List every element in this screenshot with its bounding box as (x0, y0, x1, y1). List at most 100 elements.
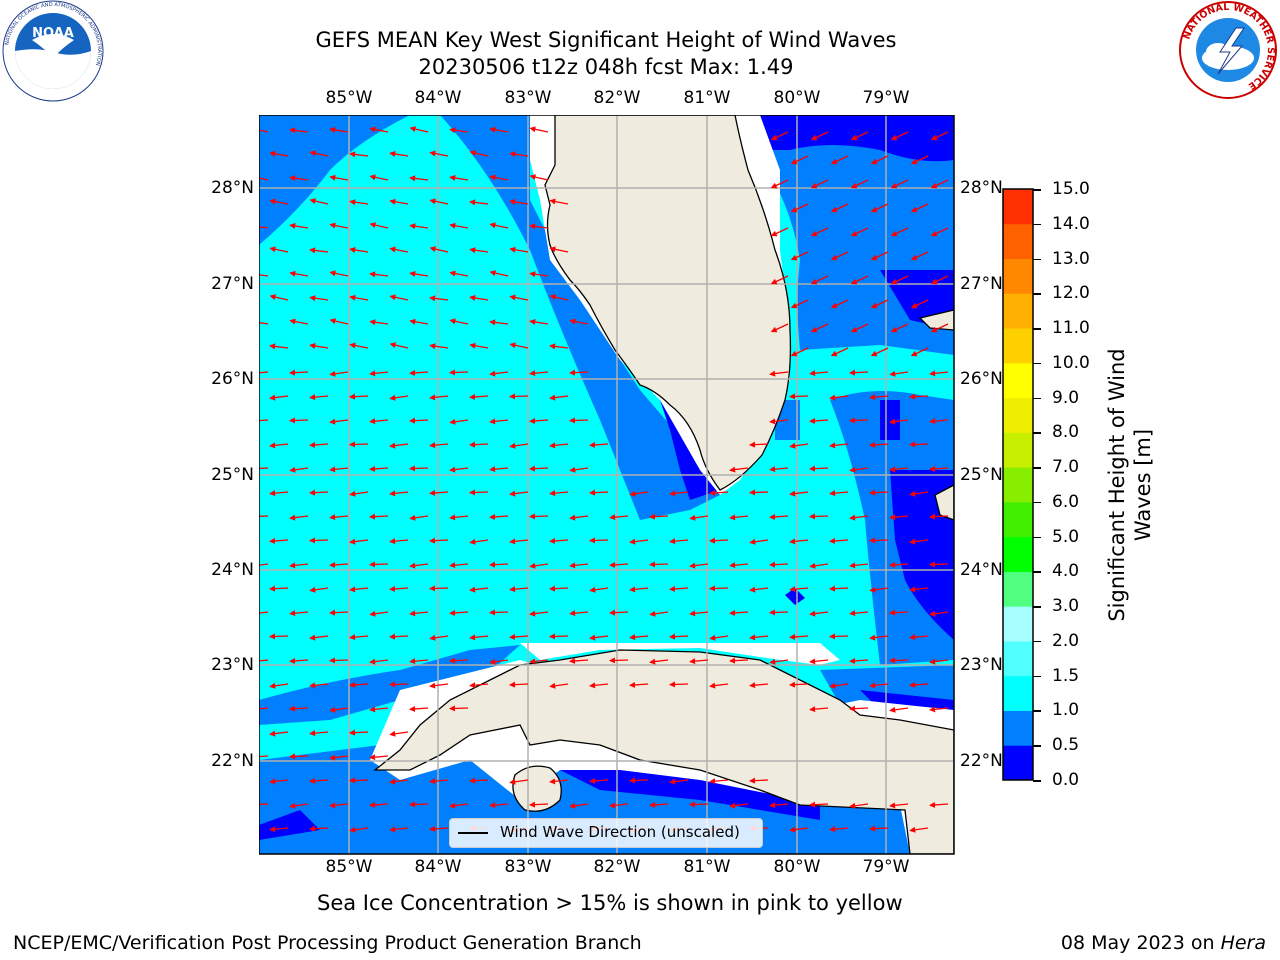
wave-direction-arrow (629, 681, 649, 688)
wave-direction-arrow (849, 802, 869, 809)
colorbar-label: Significant Height of Wind Waves [m] (1105, 348, 1155, 622)
wave-direction-arrow (409, 465, 429, 472)
colorbar-tick-mark (1033, 397, 1041, 400)
wave-direction-arrow (929, 513, 949, 520)
wave-direction-arrow (629, 490, 649, 497)
lat-tick-right: 24°N (960, 560, 1003, 580)
wave-direction-arrow (890, 131, 909, 141)
nws-logo: NATIONAL WEATHER SERVICE (1178, 0, 1278, 100)
wave-direction-arrow (409, 318, 429, 325)
wave-direction-arrow (769, 561, 789, 568)
wave-direction-arrow (529, 417, 549, 424)
colorbar-segment (1003, 536, 1033, 572)
wave-direction-arrow (389, 442, 409, 449)
wave-direction-arrow (569, 369, 589, 376)
lon-tick-bot: 81°W (683, 857, 731, 877)
colorbar-segment (1003, 258, 1033, 294)
wave-direction-arrow (789, 681, 809, 688)
wave-direction-arrow (349, 586, 369, 593)
wave-direction-arrow (449, 175, 469, 181)
wave-direction-arrow (870, 251, 889, 261)
wave-direction-arrow (929, 561, 949, 568)
wave-direction-arrow (870, 155, 889, 165)
wave-direction-arrow (509, 490, 529, 497)
wave-direction-arrow (930, 275, 949, 285)
wave-direction-arrow (469, 586, 489, 593)
wave-direction-arrow (509, 538, 529, 545)
wave-direction-arrow (549, 442, 569, 449)
wave-direction-arrow (449, 466, 469, 473)
wave-direction-arrow (429, 634, 449, 641)
wave-direction-arrow (629, 634, 649, 641)
noaa-logo-text: NOAA (32, 26, 74, 41)
wave-direction-arrow (749, 634, 769, 641)
colorbar-tick-mark (1033, 501, 1041, 504)
colorbar-tick-mark (1033, 536, 1041, 539)
wave-direction-arrow (289, 417, 309, 424)
wave-direction-arrow (850, 179, 869, 189)
colorbar-tick-label: 13.0 (1052, 248, 1090, 269)
wave-direction-arrow (729, 514, 749, 521)
date-text: 08 May 2023 on Hera (1061, 932, 1266, 954)
colorbar-tick-mark (1033, 640, 1041, 643)
wave-direction-arrow (849, 369, 869, 376)
wave-direction-arrow (749, 489, 769, 496)
wave-direction-arrow (870, 203, 889, 213)
wave-direction-arrow (529, 658, 549, 665)
wave-direction-arrow (489, 222, 509, 229)
wave-direction-arrow (329, 466, 349, 473)
wave-direction-arrow (469, 342, 489, 349)
wave-direction-arrow (829, 442, 849, 449)
wave-direction-arrow (669, 778, 689, 785)
colorbar-tick-mark (1033, 293, 1041, 295)
wave-direction-arrow (890, 179, 909, 189)
wave-direction-arrow (609, 609, 629, 616)
colorbar-tick-label: 9.0 (1052, 387, 1080, 408)
wave-direction-arrow (830, 155, 849, 165)
wave-direction-arrow (829, 537, 849, 544)
wave-direction-arrow (289, 127, 309, 134)
lon-tick-top: 81°W (683, 88, 731, 108)
wave-direction-arrow (289, 318, 309, 325)
wave-direction-arrow (909, 826, 929, 833)
wave-direction-arrow (389, 778, 409, 785)
wave-direction-arrow (349, 247, 369, 253)
wave-direction-arrow (729, 466, 749, 473)
wave-direction-arrow (809, 417, 829, 424)
wave-direction-arrow (889, 706, 909, 713)
wave-direction-arrow (729, 562, 749, 569)
lat-tick-left: 25°N (211, 465, 254, 485)
colorbar-tick-label: 8.0 (1052, 422, 1080, 443)
wave-direction-arrow (449, 369, 469, 376)
wave-direction-arrow (749, 538, 769, 545)
wave-direction-arrow (469, 247, 489, 254)
wave-direction-arrow (369, 271, 389, 278)
wave-direction-arrow (449, 127, 469, 134)
wave-direction-arrow (789, 393, 809, 400)
date-value: 08 May 2023 on (1060, 932, 1215, 954)
wave-direction-arrow (289, 514, 309, 521)
wave-direction-arrow (809, 562, 829, 569)
wave-direction-arrow (409, 610, 429, 617)
colorbar-tick-mark (1033, 258, 1041, 261)
wave-direction-arrow (269, 537, 289, 544)
isla-de-la-juventud (512, 765, 562, 812)
wave-direction-arrow (469, 150, 489, 157)
wave-direction-arrow (770, 179, 789, 189)
wave-direction-arrow (769, 466, 789, 473)
lon-tick-top: 80°W (773, 88, 821, 108)
wave-direction-arrow (469, 538, 489, 545)
credit-text: NCEP/EMC/Verification Post Processing Pr… (13, 932, 642, 954)
wave-direction-arrow (269, 730, 289, 737)
wave-direction-arrow (449, 270, 469, 277)
lat-tick-right: 25°N (960, 465, 1003, 485)
wave-direction-arrow (349, 151, 369, 158)
wave-direction-arrow (789, 442, 809, 449)
wave-direction-arrow (369, 174, 389, 181)
lon-tick-bot: 79°W (862, 857, 910, 877)
wave-direction-arrow (489, 658, 509, 665)
wave-direction-arrow (489, 561, 509, 568)
wave-direction-arrow (870, 347, 889, 357)
wave-direction-arrow (409, 175, 429, 182)
wave-direction-arrow (890, 227, 909, 237)
